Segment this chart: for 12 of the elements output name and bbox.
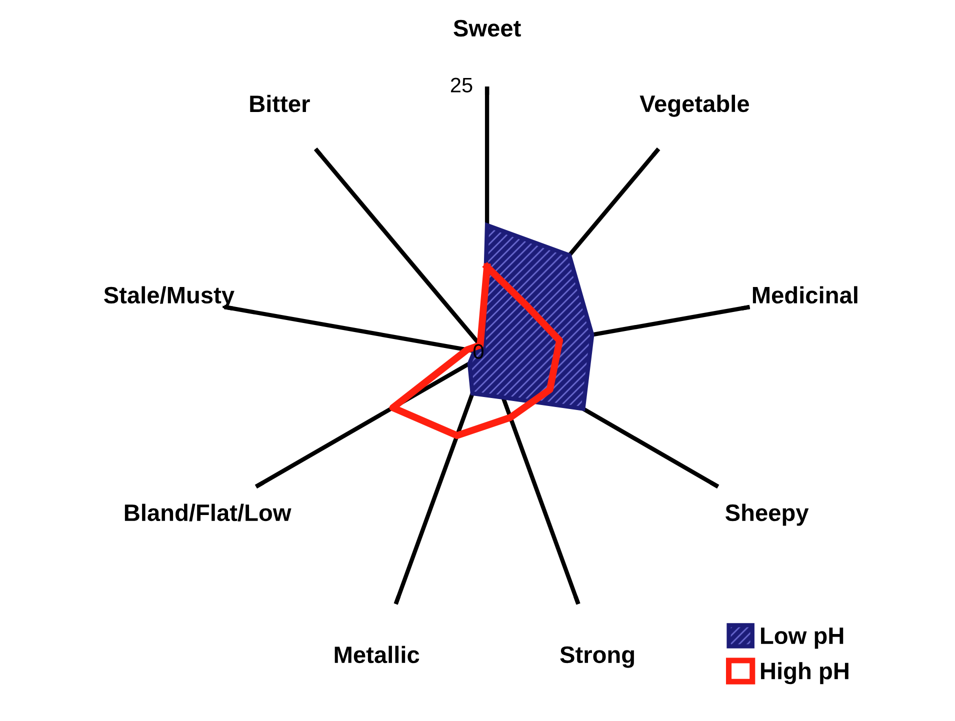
spoke-label: Stale/Musty xyxy=(104,286,234,308)
y-tick-label: 25 xyxy=(450,78,472,92)
spoke-label: Sweet xyxy=(454,20,521,37)
spoke-label: Vegetable xyxy=(640,94,750,117)
legend-label: High pH xyxy=(761,662,848,684)
spoke-label: Medicinal xyxy=(752,286,858,304)
spoke-label: Metallic xyxy=(334,646,420,664)
spoke-label: Bland/Flat/Low xyxy=(124,504,292,522)
spoke-label: Bitter xyxy=(250,94,310,112)
spoke-label: Sheepy xyxy=(725,504,809,526)
legend-label: Low pH xyxy=(761,628,844,649)
spoke-label: Strong xyxy=(560,646,634,668)
